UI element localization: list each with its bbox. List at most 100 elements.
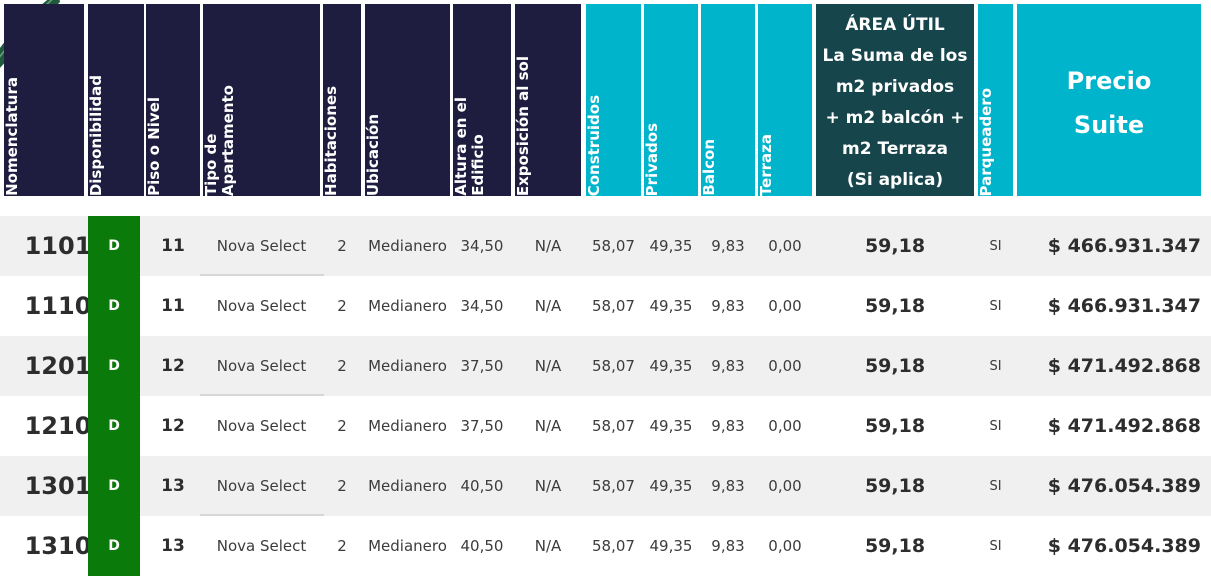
header-label: Tipo de Apartamento <box>203 84 237 196</box>
cell-tipo: Nova Select <box>216 537 307 555</box>
header-label: Nomenclatura <box>4 77 21 196</box>
header-label: ÁREA ÚTIL La Suma de los m2 privados + m… <box>822 15 968 190</box>
availability-badge: D <box>88 276 140 336</box>
cell-tipo: Nova Select <box>216 477 307 495</box>
cell-area-util: 59,18 <box>864 415 926 437</box>
cell-ubicacion: Medianero <box>368 537 447 555</box>
cell-exposicion: N/A <box>534 537 562 555</box>
header-terraza: Terraza <box>758 4 812 196</box>
cell-nomenclatura: 1210 <box>24 412 92 440</box>
cell-area-util: 59,18 <box>864 295 926 317</box>
cell-area-util: 59,18 <box>864 235 926 257</box>
cell-area-util: 59,18 <box>864 535 926 557</box>
header-label: Habitaciones <box>323 86 340 196</box>
cell-piso: 12 <box>161 416 185 436</box>
cell-altura: 37,50 <box>460 417 504 435</box>
cell-altura: 40,50 <box>460 537 504 555</box>
cell-precio: $ 476.054.389 <box>1047 535 1201 557</box>
cell-construidos: 58,07 <box>592 477 635 495</box>
cell-habitaciones: 2 <box>337 237 347 255</box>
availability-badge: D <box>88 336 140 396</box>
cell-construidos: 58,07 <box>592 237 635 255</box>
cell-parqueadero: SI <box>989 238 1002 254</box>
cell-ubicacion: Medianero <box>368 477 447 495</box>
cell-nomenclatura: 1201 <box>24 352 92 380</box>
cell-privados: 49,35 <box>649 237 693 255</box>
cell-habitaciones: 2 <box>337 297 347 315</box>
header-label: Construidos <box>586 94 603 196</box>
header-balcon: Balcon <box>701 4 755 196</box>
header-habitaciones: Habitaciones <box>323 4 361 196</box>
cell-terraza: 0,00 <box>768 417 802 435</box>
header-label: Piso o Nivel <box>146 97 163 196</box>
cell-habitaciones: 2 <box>337 477 347 495</box>
row-divider <box>200 394 324 396</box>
cell-construidos: 58,07 <box>592 537 635 555</box>
cell-exposicion: N/A <box>534 417 562 435</box>
header-label: Exposición al sol <box>515 55 532 196</box>
header-label: Terraza <box>758 133 775 196</box>
header-area-util: ÁREA ÚTIL La Suma de los m2 privados + m… <box>816 4 974 196</box>
row-background <box>0 456 1211 516</box>
header-label: Disponibilidad <box>88 74 105 196</box>
cell-ubicacion: Medianero <box>368 417 447 435</box>
header-label: Altura en el Edificio <box>453 97 487 196</box>
header-tipo: Tipo de Apartamento <box>203 4 320 196</box>
cell-construidos: 58,07 <box>592 417 635 435</box>
header-nomenclatura: Nomenclatura <box>4 4 84 196</box>
header-parqueadero: Parqueadero <box>978 4 1013 196</box>
cell-privados: 49,35 <box>649 297 693 315</box>
cell-piso: 12 <box>161 356 185 376</box>
cell-nomenclatura: 1310 <box>24 532 92 560</box>
cell-parqueadero: SI <box>989 478 1002 494</box>
cell-ubicacion: Medianero <box>368 237 447 255</box>
cell-exposicion: N/A <box>534 477 562 495</box>
cell-precio: $ 471.492.868 <box>1047 355 1201 377</box>
cell-precio: $ 466.931.347 <box>1047 295 1201 317</box>
cell-habitaciones: 2 <box>337 537 347 555</box>
cell-exposicion: N/A <box>534 357 562 375</box>
cell-altura: 34,50 <box>460 237 504 255</box>
availability-badge: D <box>88 456 140 516</box>
cell-nomenclatura: 1110 <box>24 292 92 320</box>
cell-parqueadero: SI <box>989 538 1002 554</box>
cell-precio: $ 466.931.347 <box>1047 235 1201 257</box>
cell-parqueadero: SI <box>989 418 1002 434</box>
header-ubicacion: Ubicación <box>365 4 450 196</box>
cell-balcon: 9,83 <box>711 297 745 315</box>
header-label: Ubicación <box>365 113 382 196</box>
cell-exposicion: N/A <box>534 237 562 255</box>
cell-precio: $ 471.492.868 <box>1047 415 1201 437</box>
cell-ubicacion: Medianero <box>368 297 447 315</box>
cell-parqueadero: SI <box>989 298 1002 314</box>
cell-piso: 13 <box>161 536 185 556</box>
cell-nomenclatura: 1301 <box>24 472 92 500</box>
cell-exposicion: N/A <box>534 297 562 315</box>
row-background <box>0 216 1211 276</box>
cell-privados: 49,35 <box>649 417 693 435</box>
cell-terraza: 0,00 <box>768 477 802 495</box>
row-divider <box>200 274 324 276</box>
cell-balcon: 9,83 <box>711 357 745 375</box>
cell-altura: 37,50 <box>460 357 504 375</box>
cell-piso: 11 <box>161 296 185 316</box>
header-label: Privados <box>644 122 661 196</box>
cell-area-util: 59,18 <box>864 355 926 377</box>
cell-ubicacion: Medianero <box>368 357 447 375</box>
cell-area-util: 59,18 <box>864 475 926 497</box>
cell-piso: 11 <box>161 236 185 256</box>
cell-construidos: 58,07 <box>592 357 635 375</box>
cell-nomenclatura: 1101 <box>24 232 92 260</box>
header-disponibilidad: Disponibilidad <box>88 4 144 196</box>
cell-terraza: 0,00 <box>768 237 802 255</box>
cell-habitaciones: 2 <box>337 357 347 375</box>
header-altura: Altura en el Edificio <box>453 4 511 196</box>
cell-balcon: 9,83 <box>711 417 745 435</box>
cell-habitaciones: 2 <box>337 417 347 435</box>
availability-badge: D <box>88 516 140 576</box>
cell-privados: 49,35 <box>649 477 693 495</box>
cell-privados: 49,35 <box>649 357 693 375</box>
cell-parqueadero: SI <box>989 358 1002 374</box>
cell-terraza: 0,00 <box>768 357 802 375</box>
header-label: Precio Suite <box>1066 67 1152 139</box>
